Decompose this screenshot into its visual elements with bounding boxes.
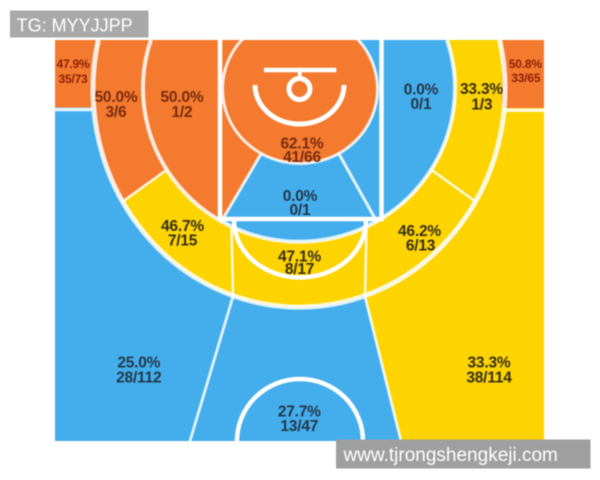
svg-text:1/2: 1/2 bbox=[172, 104, 193, 121]
svg-text:46.2%: 46.2% bbox=[398, 223, 441, 240]
svg-text:13/47: 13/47 bbox=[280, 418, 318, 435]
svg-text:TG: MYYJJPP: TG: MYYJJPP bbox=[17, 15, 133, 35]
svg-text:28/112: 28/112 bbox=[116, 369, 161, 386]
svg-text:41/66: 41/66 bbox=[283, 149, 321, 166]
svg-text:8/17: 8/17 bbox=[285, 261, 314, 278]
svg-text:3/6: 3/6 bbox=[106, 104, 128, 121]
svg-text:6/13: 6/13 bbox=[406, 238, 436, 255]
svg-text:47.9%: 47.9% bbox=[56, 57, 90, 71]
svg-text:0.0%: 0.0% bbox=[404, 82, 439, 99]
svg-text:50.0%: 50.0% bbox=[95, 89, 138, 106]
svg-text:50.0%: 50.0% bbox=[161, 89, 204, 106]
svg-text:27.7%: 27.7% bbox=[278, 404, 321, 421]
svg-text:www.tjrongshengkeji.com: www.tjrongshengkeji.com bbox=[343, 445, 558, 466]
svg-text:0/1: 0/1 bbox=[411, 96, 433, 113]
svg-text:50.8%: 50.8% bbox=[509, 57, 543, 71]
svg-text:1/3: 1/3 bbox=[471, 97, 493, 114]
svg-text:33.3%: 33.3% bbox=[468, 354, 511, 371]
svg-text:62.1%: 62.1% bbox=[281, 135, 324, 152]
svg-text:0.0%: 0.0% bbox=[283, 188, 318, 205]
svg-text:25.0%: 25.0% bbox=[117, 354, 160, 371]
svg-text:38/114: 38/114 bbox=[466, 369, 512, 386]
svg-text:35/73: 35/73 bbox=[58, 72, 88, 86]
svg-text:33.3%: 33.3% bbox=[460, 81, 503, 98]
svg-text:46.7%: 46.7% bbox=[161, 218, 204, 235]
svg-text:7/15: 7/15 bbox=[168, 233, 198, 250]
svg-text:33/65: 33/65 bbox=[511, 71, 541, 85]
svg-text:47.1%: 47.1% bbox=[278, 249, 321, 266]
svg-text:0/1: 0/1 bbox=[290, 202, 312, 219]
